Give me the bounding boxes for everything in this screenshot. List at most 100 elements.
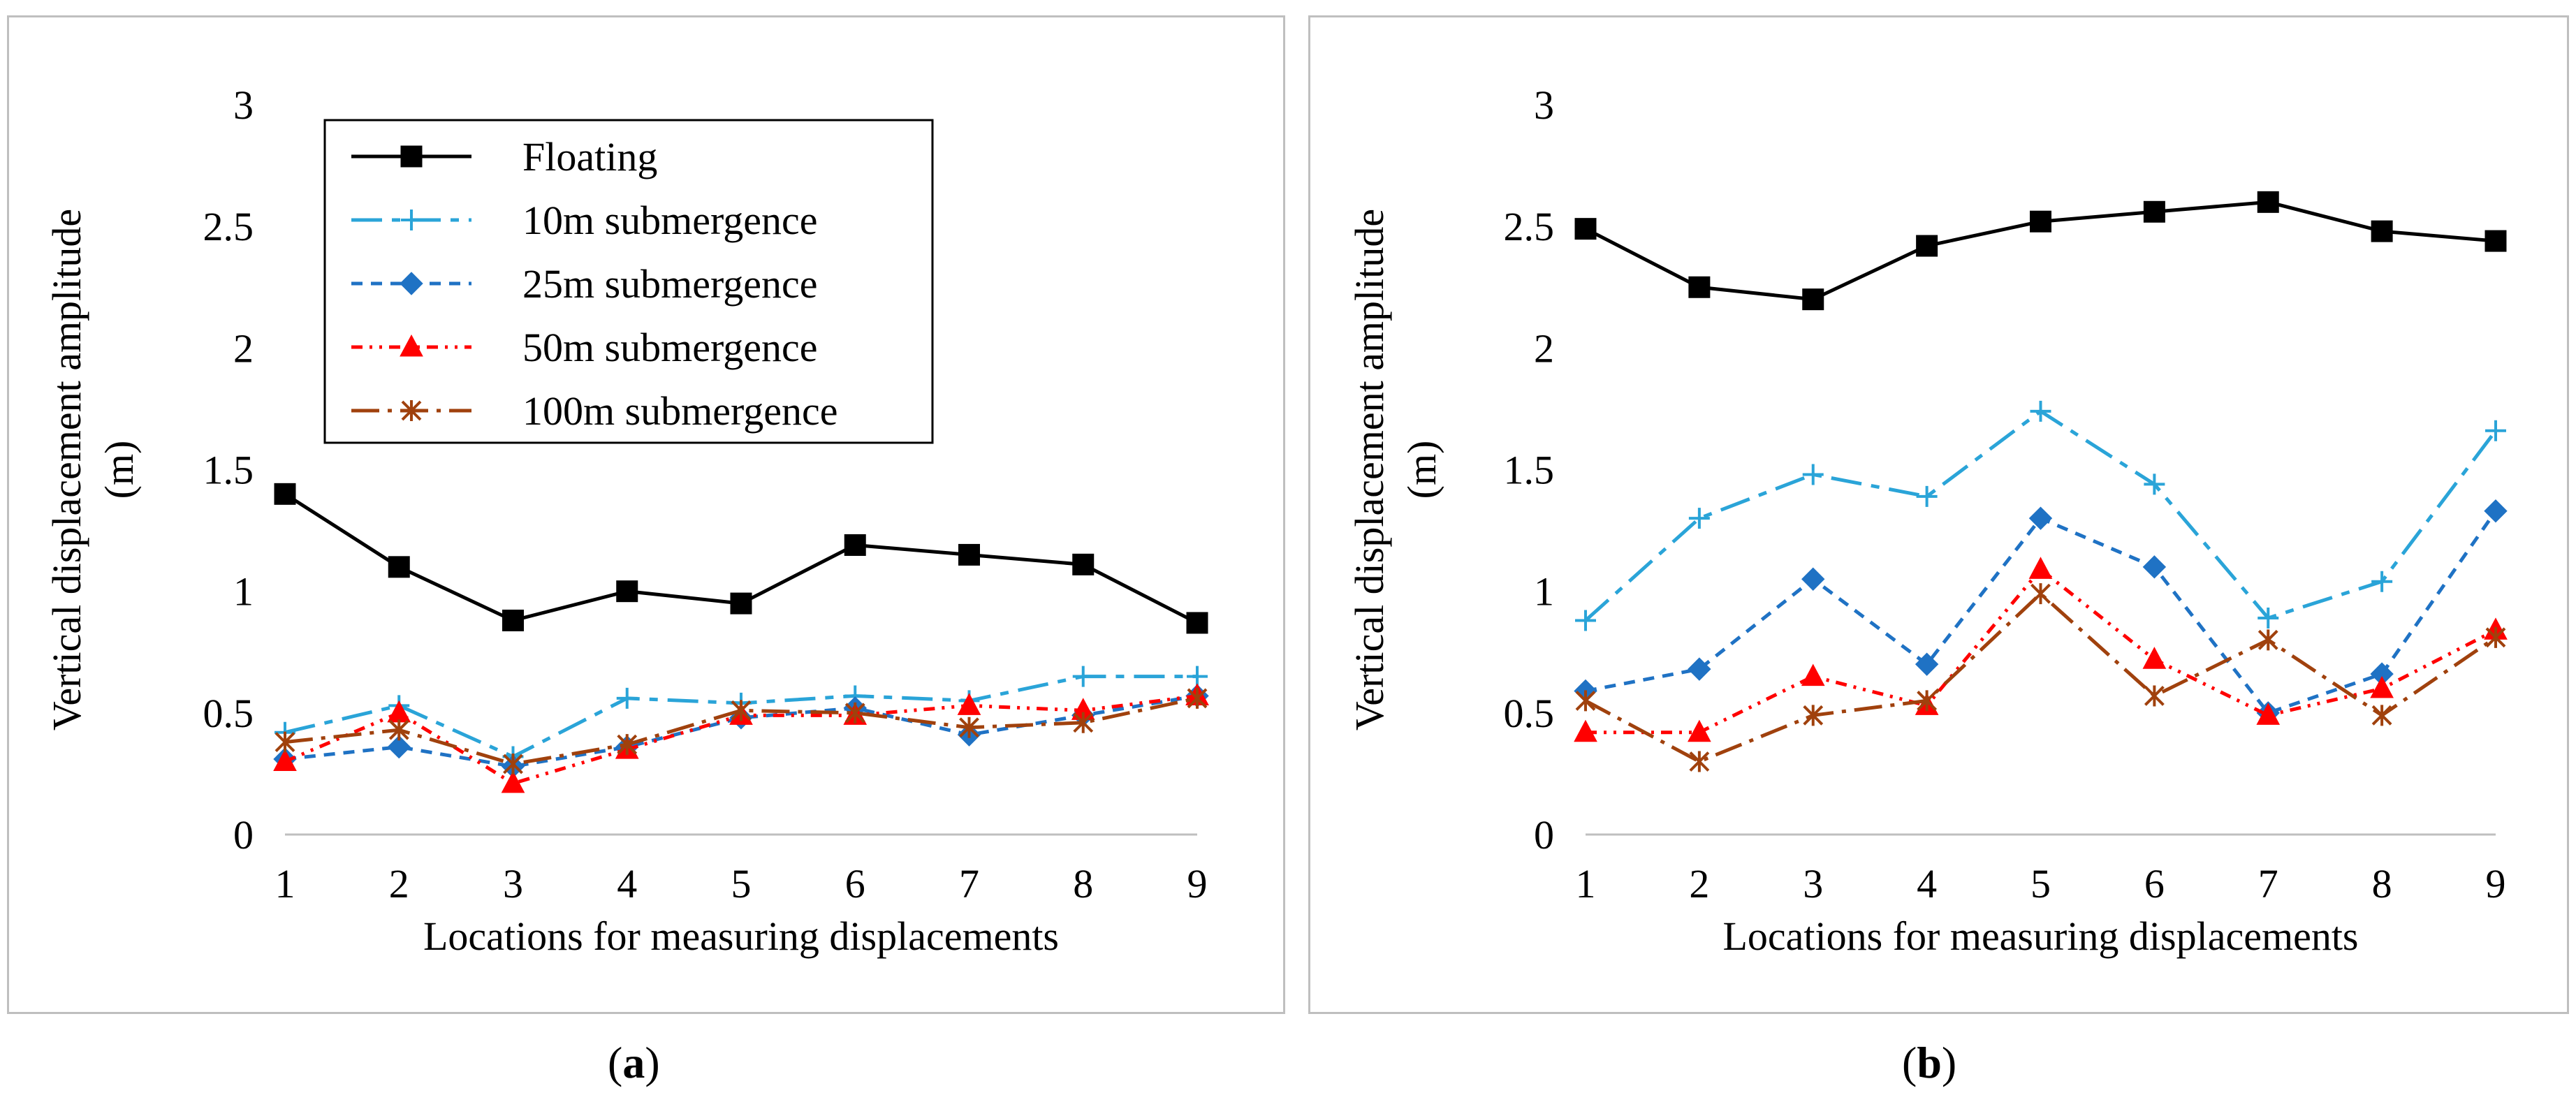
data-point <box>2028 557 2053 579</box>
data-point <box>1803 705 1824 726</box>
data-point <box>1915 652 1939 676</box>
x-tick-label: 3 <box>1803 861 1823 906</box>
legend: Floating 10m submergence 25m submergence 50… <box>323 119 934 444</box>
legend-marker <box>400 272 423 295</box>
y-tick-label: 0 <box>233 812 254 858</box>
data-point <box>275 731 295 753</box>
data-point <box>2143 200 2165 223</box>
legend-entry: Floating <box>522 134 657 179</box>
panel-label-b: (b) <box>1902 1038 1957 1087</box>
y-tick-label: 0.5 <box>1504 691 1555 736</box>
data-point <box>1574 218 1597 240</box>
x-tick-label: 4 <box>1917 861 1937 906</box>
data-point <box>730 592 752 615</box>
legend-entry: 50m submergence <box>522 325 818 370</box>
chart-b: 0 0.5 1 1.5 2 2.5 3 1 2 3 4 5 6 7 8 9 Locations for meas… <box>1347 82 2508 959</box>
y-axis-unit: (m) <box>1399 441 1444 499</box>
x-tick-label: 4 <box>617 861 637 906</box>
data-point <box>387 735 411 759</box>
series-line <box>284 696 1198 766</box>
data-point <box>1802 464 1824 485</box>
data-point <box>2371 705 2392 726</box>
legend-entry: 10m submergence <box>522 198 818 243</box>
data-point <box>2371 220 2393 242</box>
x-tick-label: 6 <box>845 861 865 906</box>
data-point <box>2256 703 2281 725</box>
data-point <box>1801 663 1825 686</box>
data-point <box>1072 553 1095 575</box>
data-point <box>616 580 638 603</box>
legend-marker <box>401 400 422 421</box>
x-tick-label: 9 <box>2486 861 2506 906</box>
x-tick-label: 2 <box>1689 861 1709 906</box>
data-point <box>1575 610 1596 631</box>
x-axis-title: Locations for measuring displacements <box>423 913 1059 959</box>
data-point <box>1801 567 1825 591</box>
y-tick-label: 2.5 <box>1504 204 1555 249</box>
data-point <box>1073 712 1094 733</box>
data-point <box>617 734 638 756</box>
data-point <box>273 749 297 771</box>
data-point <box>387 700 411 723</box>
legend-box <box>323 119 934 444</box>
x-tick-label: 5 <box>731 861 752 906</box>
data-point <box>844 534 866 556</box>
y-tick-label: 2 <box>233 325 254 371</box>
series-line <box>284 693 1198 768</box>
data-point <box>2484 499 2508 523</box>
x-tick-label: 6 <box>2144 861 2165 906</box>
data-point <box>844 702 865 723</box>
data-point <box>731 700 752 721</box>
data-point <box>2028 506 2053 530</box>
x-tick-label: 2 <box>389 861 409 906</box>
data-point <box>1072 666 1094 687</box>
data-point <box>958 543 980 566</box>
data-point <box>2030 583 2051 605</box>
data-point <box>2030 400 2051 422</box>
series-100m-submergence <box>275 687 1208 774</box>
x-tick-label: 3 <box>503 861 523 906</box>
series-10m-submergence <box>1575 400 2506 631</box>
data-point <box>1688 508 1710 529</box>
series-floating <box>1574 191 2507 311</box>
y-tick-label: 2 <box>1534 325 1554 371</box>
data-point <box>1916 485 1938 507</box>
data-point <box>2485 626 2506 648</box>
y-tick-label: 1.5 <box>203 448 254 493</box>
chart-panel-b <box>1308 15 2569 1014</box>
data-point <box>2484 230 2507 252</box>
data-point <box>1688 276 1711 298</box>
data-point <box>1186 612 1208 634</box>
data-point <box>501 770 525 793</box>
data-point <box>1916 235 1938 257</box>
x-tick-label: 1 <box>1576 861 1596 906</box>
y-tick-label: 0.5 <box>203 691 254 736</box>
panel-label-a: (a) <box>608 1038 660 1087</box>
legend-marker <box>401 210 422 230</box>
data-point <box>616 687 638 709</box>
data-point <box>2142 555 2167 579</box>
data-point <box>1802 288 1824 311</box>
y-axis-title: Vertical displacement amplitude <box>1347 209 1392 730</box>
y-tick-label: 1 <box>233 569 254 615</box>
y-tick-label: 0 <box>1534 812 1554 858</box>
data-point <box>502 609 524 631</box>
data-point <box>2370 675 2394 698</box>
y-tick-label: 1 <box>1534 569 1554 615</box>
data-point <box>2257 629 2278 651</box>
y-tick-label: 3 <box>1534 82 1554 128</box>
series-floating <box>274 483 1208 634</box>
data-point <box>1688 719 1711 742</box>
data-point <box>388 719 409 741</box>
x-tick-label: 1 <box>275 861 295 906</box>
y-tick-label: 2.5 <box>203 204 254 249</box>
data-point <box>274 483 296 505</box>
data-point <box>2144 473 2165 495</box>
x-tick-label: 5 <box>2030 861 2051 906</box>
legend-entry: 100m submergence <box>522 388 838 434</box>
data-point <box>2030 210 2051 233</box>
data-point <box>1917 690 1938 712</box>
legend-marker <box>400 145 423 168</box>
x-tick-label: 8 <box>2372 861 2392 906</box>
